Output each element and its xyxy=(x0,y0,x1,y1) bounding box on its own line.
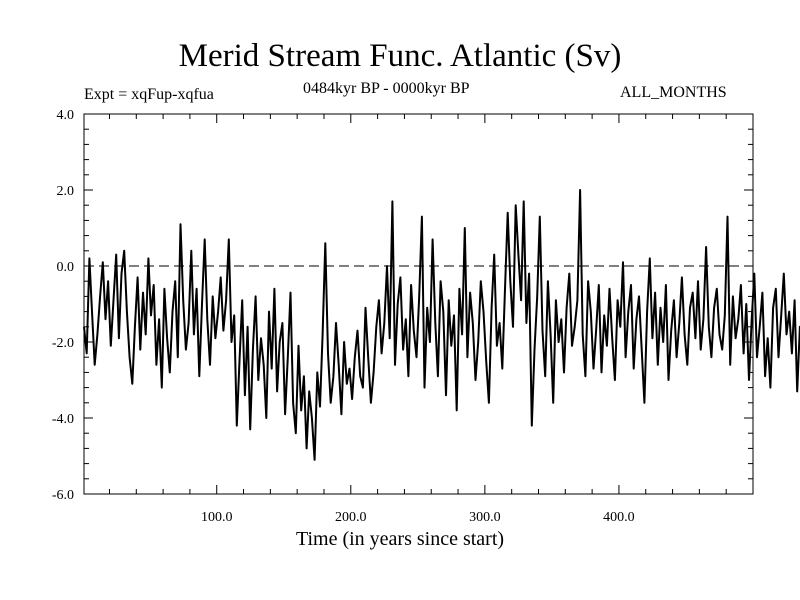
axis-ticks xyxy=(84,113,753,495)
y-tick-label: -6.0 xyxy=(52,488,74,503)
x-tick-label: 200.0 xyxy=(335,510,367,525)
period-label: 0484kyr BP - 0000kyr BP xyxy=(303,80,470,97)
months-label: ALL_MONTHS xyxy=(620,84,727,101)
y-tick-label: -4.0 xyxy=(52,412,74,427)
y-tick-label: 0.0 xyxy=(57,260,75,275)
plot-frame xyxy=(83,113,754,495)
x-tick-label: 100.0 xyxy=(201,510,233,525)
y-tick-label: 2.0 xyxy=(57,184,75,199)
x-tick-label: 400.0 xyxy=(603,510,635,525)
series-line xyxy=(83,189,800,461)
experiment-label: Expt = xqFup-xqfua xyxy=(84,86,214,103)
y-tick-labels: 4.0 2.0 0.0 -2.0 -4.0 -6.0 xyxy=(52,108,74,503)
x-axis-label: Time (in years since start) xyxy=(295,528,505,550)
x-tick-labels: 100.0 200.0 300.0 400.0 xyxy=(201,510,635,525)
x-tick-label: 300.0 xyxy=(469,510,501,525)
y-tick-label: 4.0 xyxy=(57,108,75,123)
y-tick-label: -2.0 xyxy=(52,336,74,351)
chart-title: Merid Stream Func. Atlantic (Sv) xyxy=(178,38,622,74)
